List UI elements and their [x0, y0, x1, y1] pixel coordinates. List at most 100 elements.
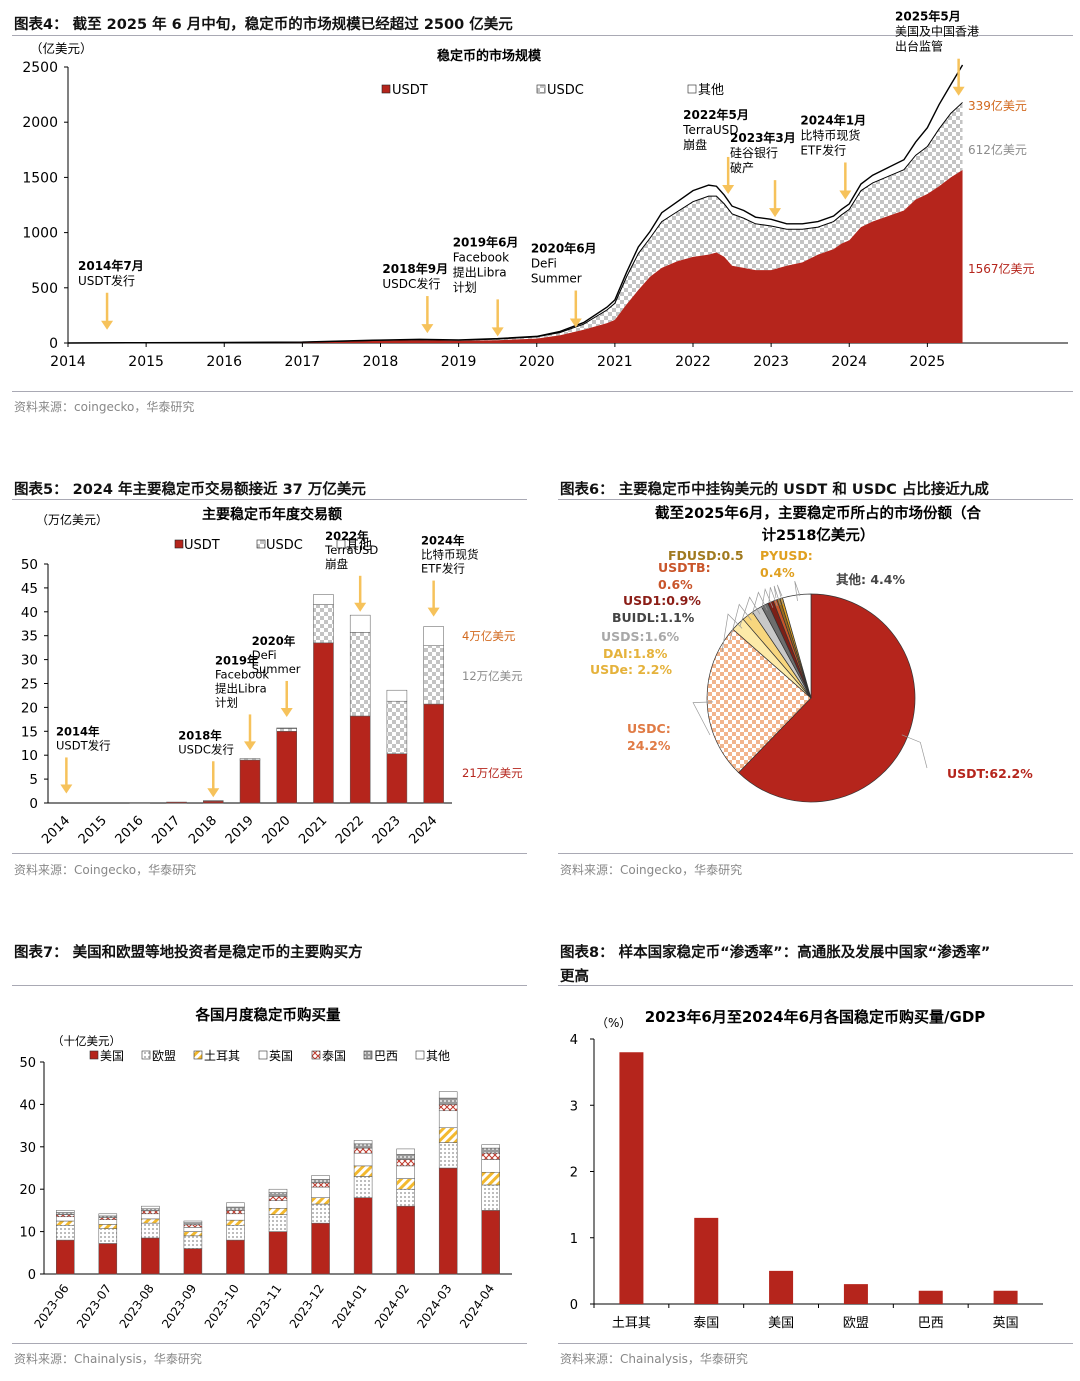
fig4-end-label-1: 612亿美元 — [968, 142, 1027, 157]
fig5-legend-label-2: 其他 — [346, 538, 372, 553]
fig7-legend-swatch-3 — [258, 1050, 268, 1060]
fig4-y-tick-label: 0 — [49, 336, 58, 352]
fig5-y-tick-label: 10 — [21, 748, 38, 764]
fig7-bar-segment-6 — [56, 1210, 75, 1213]
fig4-annotation-5-line: 硅谷银行 — [730, 146, 778, 160]
fig5-legend-swatch-0 — [174, 539, 184, 549]
fig4-x-tick-label: 2021 — [597, 354, 633, 370]
fig7-bar-segment-6 — [183, 1220, 203, 1223]
fig5-y-tick-label: 35 — [21, 629, 38, 645]
fig8-bar — [619, 1052, 644, 1304]
fig7-legend-label-5: 巴西 — [374, 1049, 398, 1063]
figure4-top-rule — [12, 35, 1073, 36]
fig6-label-其他: 其他: 4.4% — [836, 572, 905, 587]
fig5-annotation-0-arrow-head — [60, 784, 73, 794]
fig7-bar-segment-6 — [438, 1091, 458, 1099]
fig5-annotation-4-line: 崩盘 — [325, 557, 348, 571]
fig8-y-axis-unit: （%） — [596, 1016, 631, 1030]
fig7-y-tick-label: 0 — [28, 1268, 36, 1283]
fig7-legend-label-0: 美国 — [100, 1049, 124, 1063]
fig6-chart-title-line: 计2518亿美元） — [762, 526, 875, 544]
fig6-leader-usdc — [692, 701, 714, 736]
fig4-annotation-3-line: 2020年6月 — [531, 241, 597, 256]
fig8-y-tick-label: 0 — [570, 1298, 578, 1313]
fig6-leader-usd1 — [761, 588, 774, 609]
figure7-top-rule — [12, 985, 527, 986]
fig7-bar-segment-6 — [98, 1213, 118, 1217]
fig8-bar — [993, 1290, 1018, 1304]
fig4-series-usdc-line — [67, 102, 963, 344]
fig5-annotation-3-line: Summer — [252, 662, 301, 676]
figure4-bottom-rule — [12, 391, 1073, 392]
fig5-annotation-1-line: USDC发行 — [178, 742, 234, 756]
fig5-bar-other — [423, 626, 444, 646]
fig4-x-tick-label: 2020 — [519, 354, 555, 370]
fig7-legend-label-6: 其他 — [426, 1049, 450, 1063]
fig4-annotation-5-line: 2023年3月 — [730, 130, 796, 145]
fig4-annotation-4-line: 崩盘 — [683, 137, 707, 152]
fig8-bar — [769, 1270, 794, 1304]
fig5-y-tick-label: 50 — [21, 557, 38, 573]
fig4-y-tick-label: 2000 — [22, 115, 58, 131]
fig7-legend-swatch-4 — [311, 1050, 321, 1060]
fig4-annotation-0-line: USDT发行 — [78, 273, 135, 288]
fig8-bar — [843, 1284, 868, 1304]
fig6-label-fdusd: FDUSD:0.5 — [668, 548, 744, 563]
figure8-top-rule — [558, 985, 1073, 986]
fig6-chart-title-line: 截至2025年6月，主要稳定币所占的市场份额（合 — [655, 504, 981, 522]
fig5-bar-other — [313, 594, 334, 605]
fig5-bar-other — [386, 689, 408, 702]
fig8-bar — [694, 1217, 719, 1304]
fig7-legend-label-3: 英国 — [269, 1049, 293, 1063]
figure7-title: 图表7： 美国和欧盟等地投资者是稳定币的主要购买方 — [14, 945, 363, 961]
fig7-legend-label-2: 土耳其 — [204, 1049, 240, 1063]
fig5-annotation-4-arrow-head — [354, 602, 367, 612]
fig5-side-label-1: 12万亿美元 — [462, 669, 523, 683]
figure4-title: 图表4： 截至 2025 年 6 月中旬，稳定币的市场规模已经超过 2500 亿… — [14, 17, 513, 33]
fig5-chart-title: 主要稳定币年度交易额 — [202, 506, 342, 523]
fig4-end-label-2: 1567亿美元 — [968, 261, 1035, 276]
fig7-bar-segment-6 — [226, 1202, 245, 1208]
fig5-legend-swatch-1 — [256, 539, 266, 549]
fig5-y-axis-unit: （万亿美元） — [36, 512, 108, 527]
fig4-annotation-7-line: 美国及中国香港 — [895, 24, 979, 39]
fig4-annotation-4-arrow-head — [722, 184, 735, 194]
fig4-annotation-5-line: 破产 — [730, 160, 754, 175]
fig7-y-tick-label: 40 — [19, 1098, 36, 1113]
fig5-annotation-1-line: 2018年 — [178, 728, 222, 742]
fig8-x-tick-label: 美国 — [768, 1316, 794, 1331]
figure6-title: 图表6： 主要稳定币中挂钩美元的 USDT 和 USDC 占比接近九成 — [560, 482, 989, 498]
fig5-annotation-3-arrow-head — [280, 707, 293, 717]
fig4-y-tick-label: 500 — [31, 281, 58, 297]
figure6-top-rule — [558, 499, 1073, 500]
fig4-annotation-7-line: 2025年5月 — [895, 9, 961, 24]
fig7-bar-segment-6 — [268, 1188, 288, 1193]
fig7-y-tick-label: 50 — [19, 1056, 36, 1071]
fig8-x-tick-label: 英国 — [993, 1316, 1019, 1331]
fig5-y-tick-label: 30 — [21, 653, 38, 669]
fig5-annotation-2-line: 2019年 — [215, 653, 259, 667]
fig5-annotation-4-line: TerraUSD — [324, 543, 378, 557]
fig5-bar-usdc — [239, 758, 261, 761]
figure5-bottom-rule — [12, 853, 527, 854]
fig4-chart-title: 稳定币的市场规模 — [437, 48, 542, 64]
fig7-legend-swatch-1 — [141, 1050, 151, 1060]
fig6-leader-fdusd — [773, 585, 781, 606]
fig7-legend-label-4: 泰国 — [322, 1049, 346, 1063]
fig4-annotation-2-line: 提出Libra — [453, 264, 507, 279]
fig6-leader-其他 — [794, 581, 801, 601]
fig4-y-axis-unit: （亿美元） — [30, 41, 93, 56]
fig5-annotation-5-line: 2024年 — [421, 534, 465, 548]
fig6-label-usdtb: 0.6% — [658, 577, 693, 592]
fig4-legend-label-0: USDT — [392, 83, 428, 98]
fig4-annotation-3-arrow-head — [569, 318, 582, 328]
fig7-legend-swatch-5 — [363, 1050, 373, 1060]
fig5-y-tick-label: 5 — [29, 772, 38, 788]
fig5-annotation-0-line: 2014年 — [56, 724, 100, 738]
fig7-chart-title: 各国月度稳定币购买量 — [195, 1006, 341, 1024]
fig4-annotation-4-line: TerraUSD — [682, 123, 738, 137]
fig4-x-tick-label: 2016 — [206, 354, 242, 370]
fig4-annotation-5-arrow-head — [769, 208, 782, 218]
